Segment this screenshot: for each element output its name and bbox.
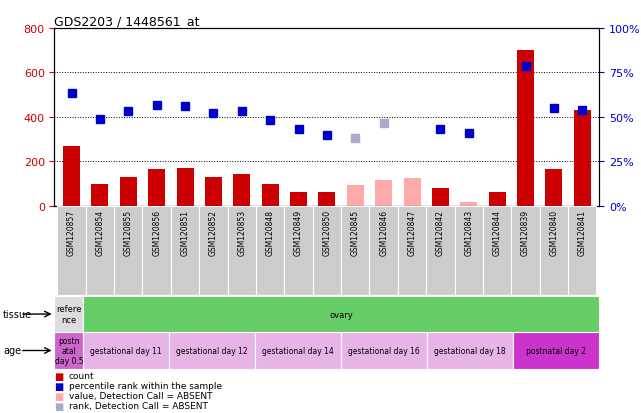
Bar: [205, 178, 222, 206]
Bar: [285, 206, 313, 295]
Text: gestational day 12: gestational day 12: [176, 346, 248, 355]
Text: ■: ■: [54, 371, 63, 381]
Text: GSM120847: GSM120847: [408, 209, 417, 255]
Text: GSM120848: GSM120848: [265, 209, 274, 255]
Bar: [148, 170, 165, 206]
Text: GSM120841: GSM120841: [578, 209, 587, 255]
Bar: [404, 179, 420, 206]
Text: GSM120850: GSM120850: [322, 209, 331, 255]
Bar: [54, 296, 83, 332]
Bar: [169, 332, 255, 369]
Bar: [574, 111, 591, 206]
Text: postn
atal
day 0.5: postn atal day 0.5: [54, 336, 83, 366]
Text: gestational day 14: gestational day 14: [262, 346, 334, 355]
Bar: [460, 202, 478, 206]
Bar: [540, 206, 568, 295]
Bar: [171, 206, 199, 295]
Text: gestational day 11: gestational day 11: [90, 346, 162, 355]
Bar: [114, 206, 142, 295]
Bar: [290, 192, 307, 206]
Bar: [57, 206, 86, 295]
Text: count: count: [69, 371, 94, 380]
Bar: [319, 192, 335, 206]
Text: ■: ■: [54, 391, 63, 401]
Bar: [142, 206, 171, 295]
Bar: [63, 147, 80, 206]
Text: GSM120842: GSM120842: [436, 209, 445, 255]
Bar: [432, 189, 449, 206]
Text: percentile rank within the sample: percentile rank within the sample: [69, 381, 222, 390]
Bar: [398, 206, 426, 295]
Text: refere
nce: refere nce: [56, 305, 81, 324]
Text: rank, Detection Call = ABSENT: rank, Detection Call = ABSENT: [69, 401, 208, 410]
Text: value, Detection Call = ABSENT: value, Detection Call = ABSENT: [69, 391, 212, 400]
Text: GSM120854: GSM120854: [96, 209, 104, 255]
Bar: [375, 181, 392, 206]
Bar: [341, 206, 369, 295]
Bar: [262, 184, 279, 206]
Text: GSM120844: GSM120844: [493, 209, 502, 255]
Bar: [454, 206, 483, 295]
Bar: [83, 332, 169, 369]
Bar: [199, 206, 228, 295]
Bar: [92, 184, 108, 206]
Text: GSM120843: GSM120843: [464, 209, 473, 255]
Bar: [488, 192, 506, 206]
Text: GSM120849: GSM120849: [294, 209, 303, 255]
Bar: [54, 332, 83, 369]
Text: GSM120846: GSM120846: [379, 209, 388, 255]
Bar: [176, 169, 194, 206]
Text: GSM120853: GSM120853: [237, 209, 246, 255]
Text: GSM120857: GSM120857: [67, 209, 76, 255]
Bar: [341, 332, 428, 369]
Text: GSM120856: GSM120856: [152, 209, 161, 255]
Text: postnatal day 2: postnatal day 2: [526, 346, 587, 355]
Text: ovary: ovary: [329, 310, 353, 319]
Text: GSM120852: GSM120852: [209, 209, 218, 255]
Bar: [228, 206, 256, 295]
Bar: [513, 332, 599, 369]
Text: gestational day 16: gestational day 16: [349, 346, 420, 355]
Bar: [517, 51, 534, 206]
Bar: [255, 332, 341, 369]
Bar: [233, 174, 250, 206]
Text: GSM120855: GSM120855: [124, 209, 133, 255]
Bar: [86, 206, 114, 295]
Bar: [428, 332, 513, 369]
Text: GSM120845: GSM120845: [351, 209, 360, 255]
Text: GSM120839: GSM120839: [521, 209, 530, 255]
Text: GDS2203 / 1448561_at: GDS2203 / 1448561_at: [54, 15, 200, 28]
Bar: [483, 206, 512, 295]
Text: GSM120851: GSM120851: [181, 209, 190, 255]
Bar: [256, 206, 285, 295]
Bar: [120, 178, 137, 206]
Text: ■: ■: [54, 401, 63, 411]
Bar: [369, 206, 398, 295]
Bar: [347, 185, 364, 206]
Text: tissue: tissue: [3, 309, 32, 319]
Text: age: age: [3, 346, 21, 356]
Text: ■: ■: [54, 381, 63, 391]
Bar: [568, 206, 597, 295]
Bar: [512, 206, 540, 295]
Text: GSM120840: GSM120840: [549, 209, 558, 255]
Bar: [545, 170, 562, 206]
Bar: [313, 206, 341, 295]
Text: gestational day 18: gestational day 18: [435, 346, 506, 355]
Bar: [426, 206, 454, 295]
